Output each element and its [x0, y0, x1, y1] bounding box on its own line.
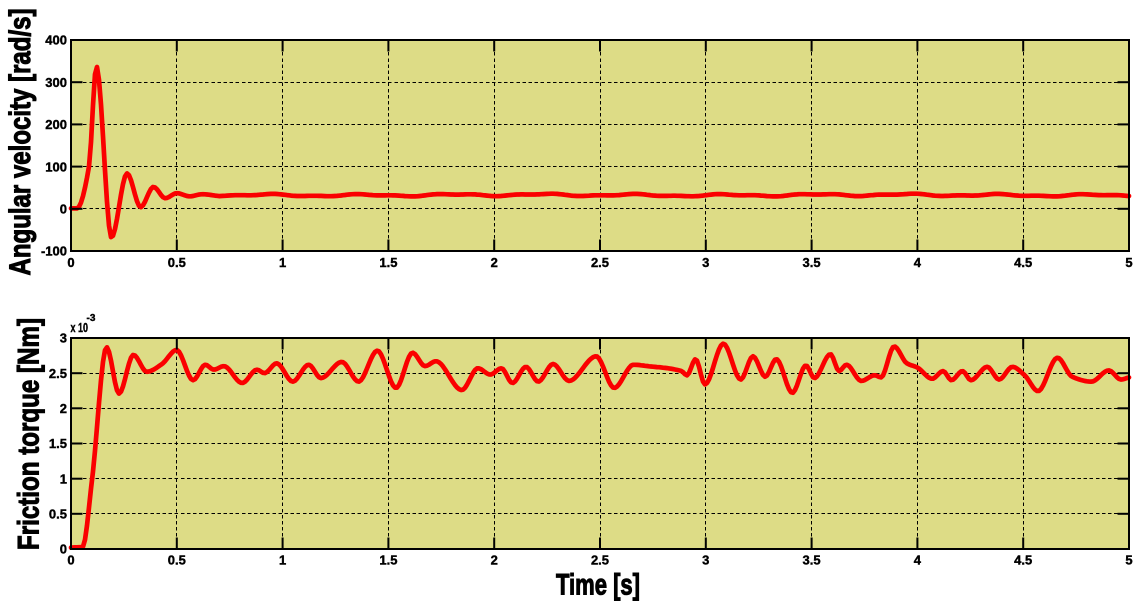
- svg-text:4.5: 4.5: [1014, 255, 1032, 270]
- svg-text:Friction torque [Nm]: Friction torque [Nm]: [13, 318, 46, 550]
- svg-text:2.5: 2.5: [49, 366, 67, 381]
- svg-text:0.5: 0.5: [49, 507, 67, 522]
- svg-text:4: 4: [914, 553, 922, 568]
- svg-text:-3: -3: [87, 313, 96, 324]
- svg-text:x 10: x 10: [71, 320, 89, 335]
- svg-text:Time [s]: Time [s]: [556, 569, 640, 602]
- svg-text:0: 0: [60, 202, 67, 217]
- svg-text:1: 1: [60, 471, 67, 486]
- svg-text:200: 200: [45, 117, 67, 132]
- svg-text:300: 300: [45, 75, 67, 90]
- svg-text:Angular velocity [rad/s]: Angular velocity [rad/s]: [4, 9, 37, 276]
- svg-text:0: 0: [67, 255, 74, 270]
- svg-text:1: 1: [279, 255, 286, 270]
- svg-text:400: 400: [45, 33, 67, 48]
- svg-text:3.5: 3.5: [803, 553, 821, 568]
- svg-text:0: 0: [67, 553, 74, 568]
- svg-text:5: 5: [1125, 553, 1132, 568]
- svg-text:1.5: 1.5: [379, 553, 397, 568]
- svg-text:100: 100: [45, 159, 67, 174]
- svg-text:0: 0: [60, 542, 67, 557]
- svg-text:3: 3: [702, 255, 709, 270]
- svg-text:2: 2: [491, 255, 498, 270]
- svg-text:3.5: 3.5: [803, 255, 821, 270]
- svg-text:2: 2: [60, 401, 67, 416]
- svg-text:1.5: 1.5: [49, 436, 67, 451]
- svg-text:2.5: 2.5: [591, 255, 609, 270]
- svg-text:1.5: 1.5: [379, 255, 397, 270]
- svg-text:4: 4: [914, 255, 922, 270]
- svg-text:0.5: 0.5: [168, 255, 186, 270]
- svg-text:1: 1: [279, 553, 286, 568]
- svg-text:-100: -100: [41, 244, 67, 259]
- svg-text:2.5: 2.5: [591, 553, 609, 568]
- svg-text:0.5: 0.5: [168, 553, 186, 568]
- svg-text:5: 5: [1125, 255, 1132, 270]
- svg-text:4.5: 4.5: [1014, 553, 1032, 568]
- svg-text:3: 3: [60, 331, 67, 346]
- svg-text:2: 2: [491, 553, 498, 568]
- svg-text:3: 3: [702, 553, 709, 568]
